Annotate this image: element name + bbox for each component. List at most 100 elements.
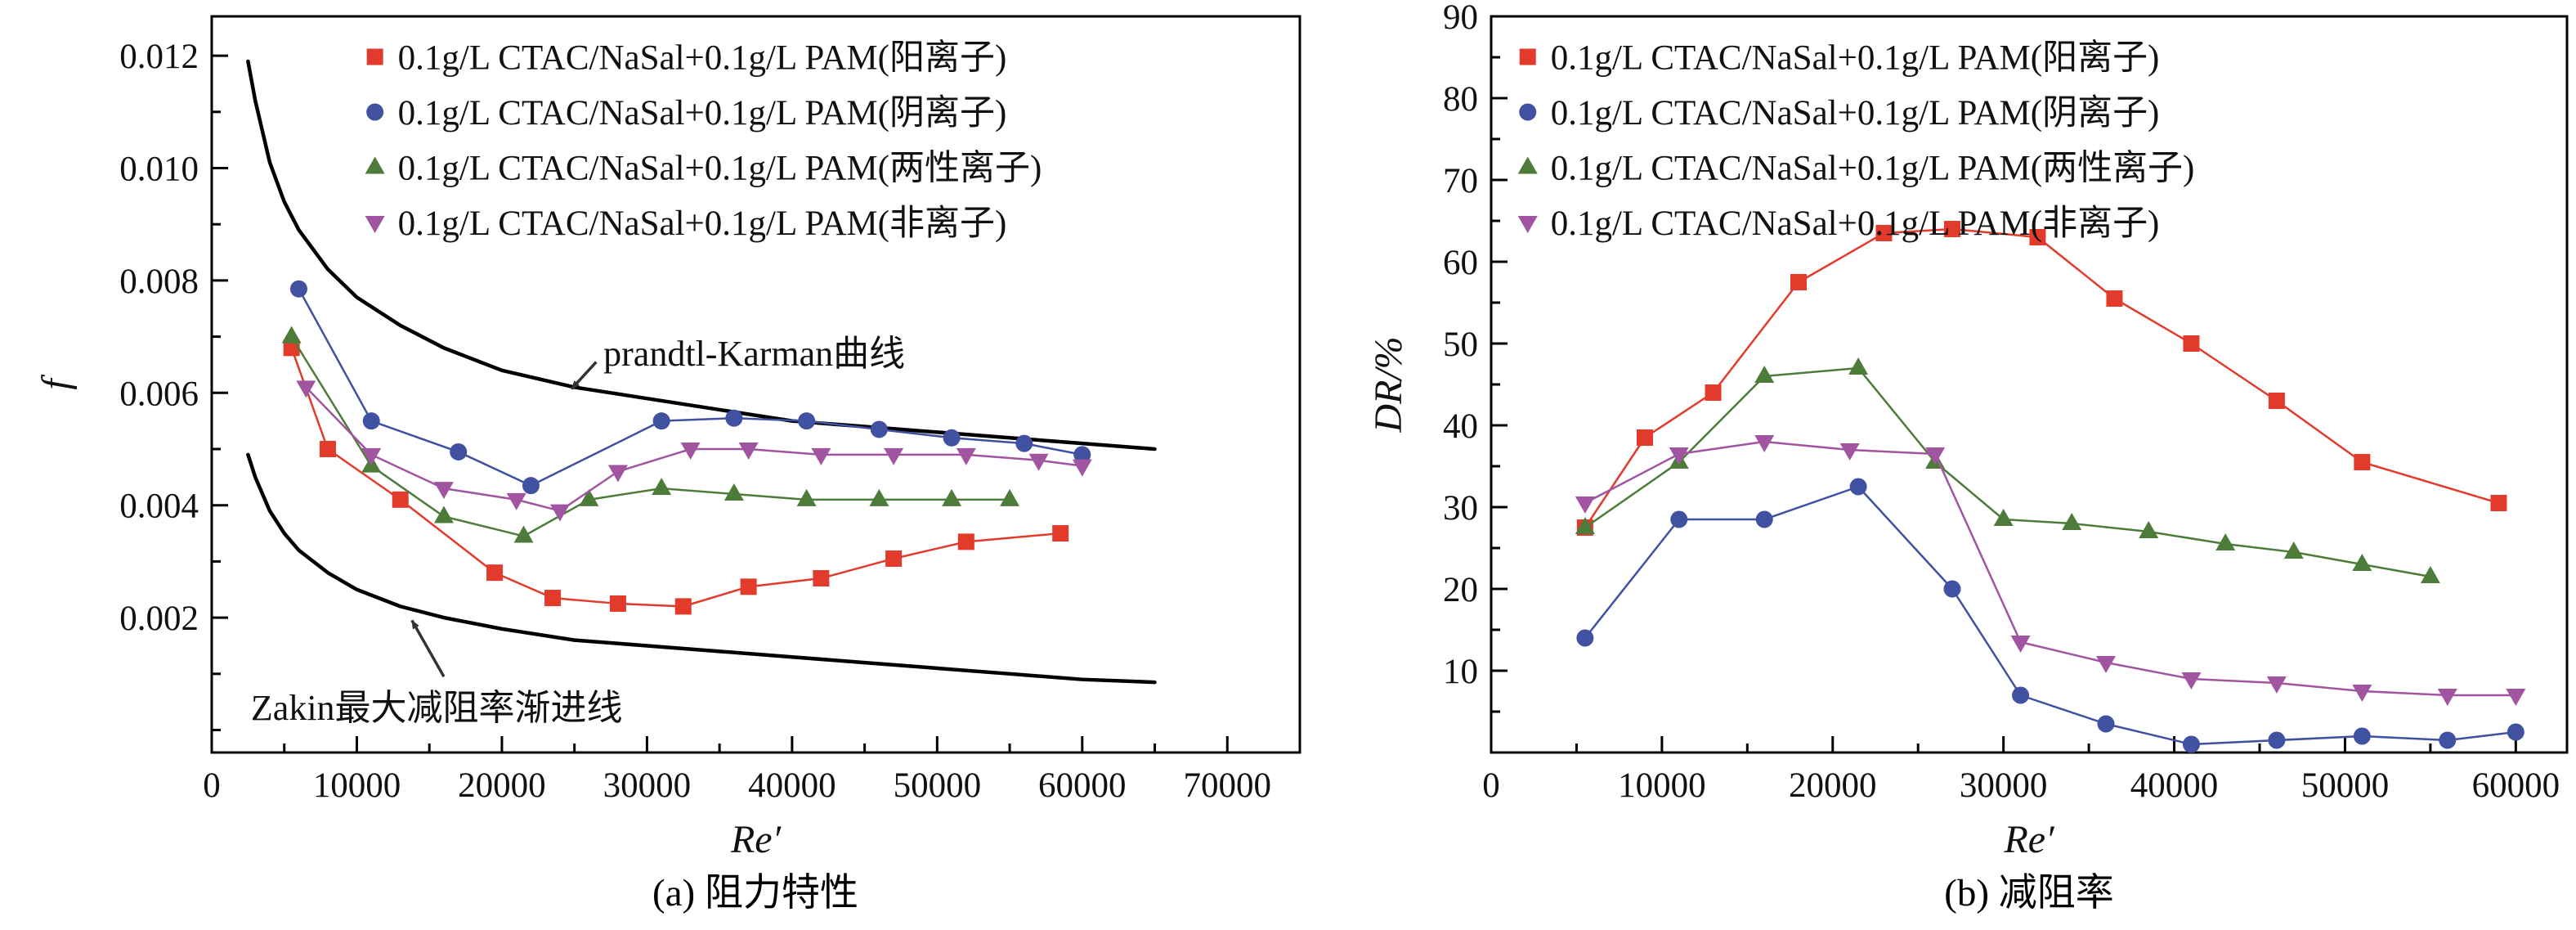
series-point bbox=[943, 429, 961, 447]
series-point bbox=[433, 482, 454, 500]
x-tick-label: 70000 bbox=[1184, 766, 1272, 805]
series-point bbox=[1575, 496, 1595, 514]
series-point bbox=[1575, 517, 1595, 534]
reference-curve-1 bbox=[246, 452, 1157, 685]
legend-item: 0.1g/L CTAC/NaSal+0.1g/L PAM(阴离子) bbox=[366, 93, 1006, 133]
y-tick-label: 50 bbox=[1443, 326, 1478, 364]
series-point bbox=[433, 505, 454, 523]
series-point bbox=[1705, 384, 1722, 401]
series-point bbox=[813, 570, 830, 587]
y-tick-label: 70 bbox=[1443, 162, 1478, 200]
legend-item: 0.1g/L CTAC/NaSal+0.1g/L PAM(非离子) bbox=[1517, 204, 2160, 243]
series-point bbox=[1993, 509, 2014, 526]
series-point bbox=[1943, 580, 1961, 598]
series-point bbox=[796, 488, 817, 506]
series-point bbox=[522, 477, 540, 495]
panel-a: 0 10000 20000 30000 40000 50000 60000 70000 0.00… bbox=[34, 15, 1301, 861]
series-point bbox=[811, 447, 831, 465]
series-point bbox=[956, 447, 976, 465]
series-point bbox=[506, 492, 526, 510]
series-point bbox=[450, 443, 468, 461]
series-point bbox=[725, 409, 743, 427]
legend-marker bbox=[365, 156, 385, 174]
series-point bbox=[319, 441, 336, 458]
series-point bbox=[1839, 443, 1860, 461]
x-tick-label: 0 bbox=[203, 766, 221, 805]
legend-label: 0.1g/L CTAC/NaSal+0.1g/L PAM(非离子) bbox=[1551, 204, 2160, 243]
legend-marker bbox=[365, 216, 385, 233]
y-tick-label: 0.006 bbox=[119, 375, 199, 413]
x-tick-label: 20000 bbox=[1789, 766, 1877, 805]
panel-b: 0 10000 20000 30000 40000 50000 60000 10 20 30 40 5… bbox=[1367, 0, 2569, 861]
series-line-3 bbox=[1584, 440, 2516, 697]
x-tick-label: 30000 bbox=[1960, 766, 2048, 805]
series-point bbox=[281, 326, 302, 344]
series-point bbox=[2506, 689, 2526, 706]
series-point bbox=[1669, 447, 1689, 465]
series-point bbox=[1875, 225, 1893, 241]
series-point bbox=[1052, 525, 1069, 542]
series-point bbox=[362, 412, 380, 430]
legend-label: 0.1g/L CTAC/NaSal+0.1g/L PAM(阴离子) bbox=[398, 93, 1007, 133]
series-point bbox=[2096, 656, 2116, 673]
y-axis-label: f bbox=[34, 375, 78, 390]
x-tick-label: 50000 bbox=[894, 766, 982, 805]
y-tick-label: 0.004 bbox=[119, 487, 199, 526]
series-point bbox=[2182, 735, 2200, 753]
x-tick-label: 40000 bbox=[2130, 766, 2219, 805]
series-point bbox=[2266, 676, 2287, 694]
series-point bbox=[2012, 686, 2030, 704]
series-point bbox=[1925, 447, 1946, 465]
x-tick-label: 10000 bbox=[1618, 766, 1706, 805]
x-tick-label: 10000 bbox=[313, 766, 401, 805]
series-point bbox=[2352, 685, 2372, 702]
series-point bbox=[579, 488, 599, 506]
x-tick-label: 30000 bbox=[603, 766, 692, 805]
series-line-0 bbox=[290, 347, 1061, 608]
legend-item: 0.1g/L CTAC/NaSal+0.1g/L PAM(阳离子) bbox=[366, 38, 1007, 78]
y-tick-label: 0.002 bbox=[119, 600, 199, 638]
series-point bbox=[1754, 366, 1775, 383]
x-axis-label: Re′ bbox=[730, 818, 782, 861]
x-tick-label: 40000 bbox=[748, 766, 836, 805]
series-point bbox=[361, 447, 382, 465]
series-point bbox=[2268, 731, 2286, 749]
legend-marker bbox=[1517, 156, 1538, 174]
legend-item: 0.1g/L CTAC/NaSal+0.1g/L PAM(两性离子) bbox=[1517, 149, 2195, 188]
series-point bbox=[2268, 393, 2285, 409]
series-point bbox=[1848, 357, 1869, 375]
series-point bbox=[1028, 453, 1049, 471]
series-point bbox=[1015, 434, 1033, 452]
legend-label: 0.1g/L CTAC/NaSal+0.1g/L PAM(两性离子) bbox=[1551, 149, 2195, 188]
y-tick-label: 80 bbox=[1443, 80, 1478, 119]
legend-item: 0.1g/L CTAC/NaSal+0.1g/L PAM(阳离子) bbox=[1519, 38, 2159, 78]
annotation-text: Zakin最大减阻率渐进线 bbox=[251, 688, 623, 728]
series-point bbox=[296, 380, 316, 398]
annotation-text: prandtl-Karman曲线 bbox=[603, 334, 905, 374]
y-tick-label: 0.010 bbox=[119, 150, 199, 188]
x-tick-label: 60000 bbox=[1038, 766, 1127, 805]
series-point bbox=[2183, 335, 2200, 352]
series-point bbox=[1073, 446, 1091, 464]
series-point bbox=[486, 564, 504, 582]
series-point bbox=[2437, 689, 2457, 706]
x-tick-label: 60000 bbox=[2472, 766, 2560, 805]
series-point bbox=[2181, 672, 2202, 690]
annotation-arrow bbox=[410, 619, 446, 678]
y-tick-label: 0.012 bbox=[119, 38, 199, 76]
y-tick-label: 40 bbox=[1443, 407, 1478, 446]
series-point bbox=[2106, 290, 2123, 307]
x-axis-label: Re′ bbox=[2003, 818, 2055, 861]
y-axis-label: DR/% bbox=[1367, 336, 1410, 433]
series-point bbox=[609, 595, 626, 612]
y-tick-label: 20 bbox=[1443, 571, 1478, 609]
series-point bbox=[1072, 459, 1092, 477]
series-point bbox=[680, 443, 701, 461]
series-point bbox=[674, 598, 692, 615]
series-point bbox=[392, 491, 409, 508]
series-line-1 bbox=[1584, 485, 2516, 746]
legend-label: 0.1g/L CTAC/NaSal+0.1g/L PAM(阳离子) bbox=[398, 38, 1007, 78]
series-point bbox=[2354, 454, 2371, 470]
